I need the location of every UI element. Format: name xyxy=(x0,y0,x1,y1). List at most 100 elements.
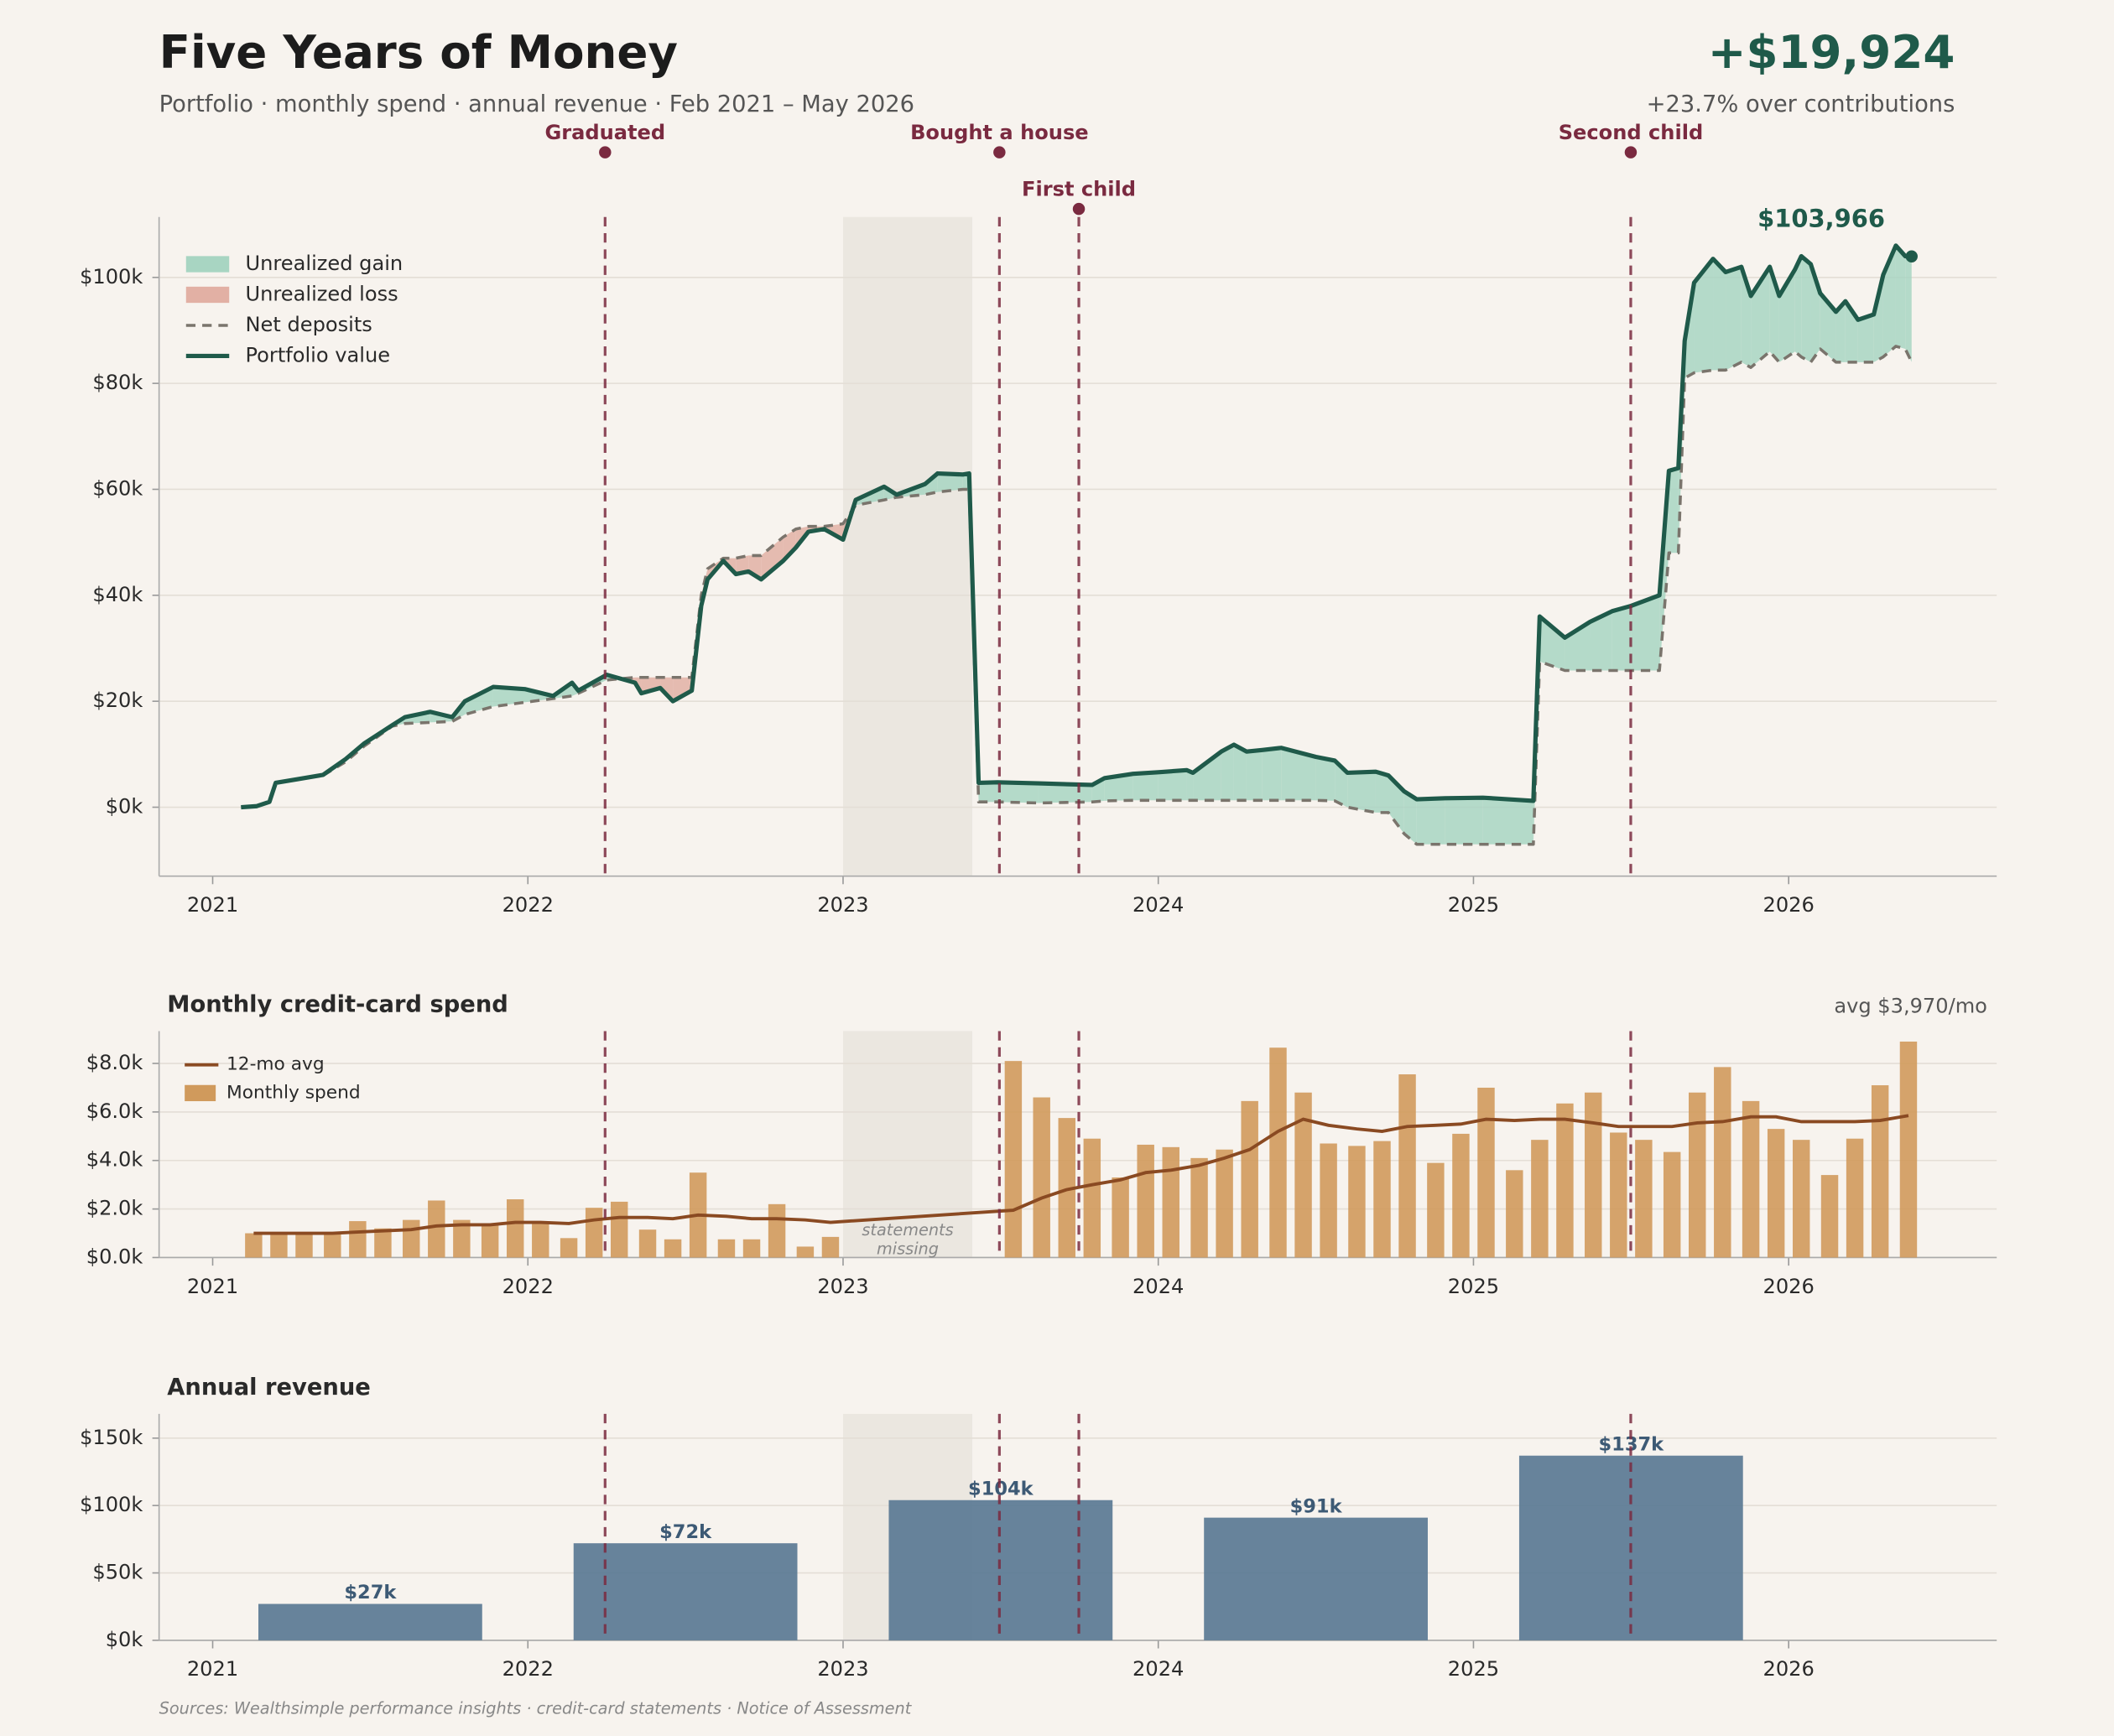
revenue-bar xyxy=(573,1543,798,1640)
value-label: $104k xyxy=(968,1478,1034,1500)
y-tick-label: $50k xyxy=(92,1561,143,1584)
spend-bar xyxy=(1585,1092,1602,1258)
y-tick-label: $40k xyxy=(92,583,143,606)
spend-bar xyxy=(1083,1138,1101,1258)
y-tick-label: $8.0k xyxy=(86,1051,143,1074)
unrealized-area xyxy=(1262,747,1282,801)
missing-period xyxy=(842,216,973,876)
spend-bar xyxy=(532,1223,549,1258)
y-tick-label: $6.0k xyxy=(86,1099,143,1123)
unrealized-area xyxy=(1726,267,1742,371)
spend-bar xyxy=(1531,1140,1549,1258)
deposits-line xyxy=(241,345,1914,846)
panel-title: Monthly credit-card spend xyxy=(167,991,508,1017)
spend-bar xyxy=(1190,1157,1208,1258)
unrealized-area xyxy=(1221,744,1234,801)
unrealized-area xyxy=(641,677,661,694)
event-dot xyxy=(1624,146,1638,159)
spend-bar xyxy=(428,1200,445,1258)
legend-label: Unrealized loss xyxy=(246,282,398,305)
spend-bar xyxy=(1137,1144,1154,1258)
unrealized-area xyxy=(761,537,784,580)
missing-note: missing xyxy=(877,1239,939,1258)
y-tick-label: $80k xyxy=(92,371,143,394)
y-tick-label: $0k xyxy=(106,795,143,819)
spend-bar xyxy=(585,1208,603,1258)
spend-bar xyxy=(1846,1138,1864,1258)
x-tick-label: 2024 xyxy=(1132,1275,1184,1298)
panel: $0k $20k $40k $60k $80k $100k 2021 2022 2023 2024… xyxy=(80,204,1997,917)
event-dot xyxy=(599,146,612,159)
event-label: Bought a house xyxy=(910,121,1089,144)
x-tick-label: 2026 xyxy=(1763,893,1815,917)
spend-bar xyxy=(1689,1092,1706,1258)
unrealized-area xyxy=(1590,611,1612,671)
unrealized-area xyxy=(1794,256,1802,357)
spend-bar xyxy=(1452,1133,1470,1258)
unrealized-area xyxy=(1281,747,1316,801)
spend-bar xyxy=(1714,1067,1731,1258)
x-tick-label: 2022 xyxy=(502,1275,554,1298)
headline-figure: +$19,924 xyxy=(1708,25,1955,79)
spend-bar xyxy=(1004,1061,1023,1258)
unrealized-area xyxy=(1186,770,1194,801)
unrealized-area xyxy=(673,677,692,702)
spend-bar xyxy=(1742,1100,1760,1258)
unrealized-area xyxy=(736,555,749,574)
revenue-bar xyxy=(1204,1517,1428,1640)
legend-swatch xyxy=(185,286,230,304)
legend-label: Unrealized gain xyxy=(246,252,404,275)
missing-note: statements xyxy=(862,1220,953,1240)
unrealized-area xyxy=(1416,798,1445,845)
panel: $0k $50k $100k $150k 2021 2022 2023 2024 2025 202… xyxy=(80,1413,1997,1681)
x-tick-label: 2025 xyxy=(1448,893,1499,917)
y-tick-label: $60k xyxy=(92,476,143,500)
event-label: Second child xyxy=(1559,121,1704,144)
spend-bar xyxy=(560,1238,578,1258)
spend-bar xyxy=(1033,1097,1050,1258)
spend-bar xyxy=(245,1233,263,1258)
spend-bar xyxy=(481,1224,499,1258)
unrealized-area xyxy=(1193,751,1221,801)
unrealized-area xyxy=(1713,258,1726,371)
x-tick-label: 2026 xyxy=(1763,1657,1815,1681)
spend-bar xyxy=(1767,1129,1785,1258)
unrealized-area xyxy=(1539,616,1565,671)
unrealized-area xyxy=(1669,468,1679,554)
spend-bar xyxy=(1871,1085,1889,1258)
legend-swatch xyxy=(185,1084,216,1102)
unrealized-area xyxy=(978,782,998,803)
sources-note: Sources: Wealthsimple performance insigh… xyxy=(159,1698,913,1718)
spend-bar xyxy=(349,1221,367,1258)
event-dot xyxy=(1072,202,1086,216)
unrealized-area xyxy=(1895,245,1906,350)
spend-bar xyxy=(768,1203,786,1258)
page-title: Five Years of Money xyxy=(159,25,678,79)
value-label: $27k xyxy=(344,1582,397,1603)
unrealized-area xyxy=(1612,606,1632,671)
spend-bar xyxy=(1216,1149,1233,1258)
spend-bar xyxy=(638,1229,657,1258)
unrealized-area xyxy=(1246,750,1263,801)
spend-bar xyxy=(1635,1140,1653,1258)
revenue-bar xyxy=(258,1603,482,1640)
spend-bar xyxy=(1162,1146,1179,1258)
x-tick-label: 2023 xyxy=(817,1275,868,1298)
spend-bar xyxy=(453,1219,471,1258)
unrealized-area xyxy=(1905,256,1912,362)
spend-bar xyxy=(1398,1074,1416,1258)
y-tick-label: $0k xyxy=(106,1628,143,1651)
x-tick-label: 2021 xyxy=(187,1657,238,1681)
spend-bar xyxy=(1793,1140,1810,1258)
spend-bar xyxy=(403,1219,420,1258)
panel: $0.0k $2.0k $4.0k $6.0k $8.0k 2021 2022 2023 202… xyxy=(86,1031,1997,1298)
legend-label: Net deposits xyxy=(246,313,372,336)
unrealized-area xyxy=(1132,772,1159,801)
spend-bar xyxy=(1663,1151,1681,1258)
x-tick-label: 2021 xyxy=(187,1275,238,1298)
event-dot xyxy=(993,146,1006,159)
spend-bar xyxy=(1058,1118,1075,1258)
spend-bar xyxy=(1477,1087,1495,1258)
portfolio-line xyxy=(241,243,1912,810)
unrealized-area xyxy=(1873,274,1883,362)
